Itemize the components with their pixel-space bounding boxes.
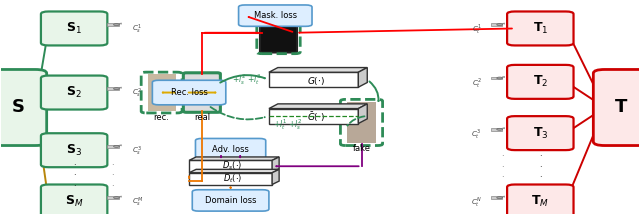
Polygon shape [502,76,504,78]
FancyBboxPatch shape [239,5,312,26]
FancyBboxPatch shape [507,11,573,45]
Circle shape [113,88,120,90]
Circle shape [113,145,120,147]
Text: ·
·
·: · · · [539,152,541,182]
FancyBboxPatch shape [0,69,47,146]
Text: $C_t^N$: $C_t^N$ [470,196,481,209]
Text: fake: fake [353,144,371,153]
Text: $\bar{G}(\cdot)$: $\bar{G}(\cdot)$ [307,110,325,124]
Bar [108,196,119,199]
FancyBboxPatch shape [41,184,108,215]
Polygon shape [189,169,279,173]
Circle shape [497,197,502,199]
Text: $+l_t^1$ $+l_s^2$: $+l_t^1$ $+l_s^2$ [273,117,303,132]
Circle shape [497,128,502,130]
Polygon shape [189,173,272,184]
Text: $+l_s^2$ $+l_t^3$: $+l_s^2$ $+l_t^3$ [232,72,261,87]
Circle shape [113,197,120,199]
Text: $C_t^2$: $C_t^2$ [472,76,481,90]
Polygon shape [358,104,367,124]
Text: ·
·
·: · · · [500,152,503,182]
Polygon shape [119,87,122,88]
Bar [490,196,502,199]
Bar [490,77,502,79]
Text: $C_s^3$: $C_s^3$ [132,145,141,158]
Text: $C_s^M$: $C_s^M$ [132,196,143,209]
Polygon shape [502,23,504,24]
Text: real: real [194,113,210,122]
Polygon shape [189,157,279,160]
Circle shape [113,24,120,26]
Polygon shape [189,160,272,172]
Bar [148,74,175,111]
Bar [347,102,376,143]
Text: S$_3$: S$_3$ [66,143,82,158]
Text: S$_2$: S$_2$ [67,85,82,100]
Text: Adv. loss: Adv. loss [212,145,249,154]
Text: $C_t^1$: $C_t^1$ [472,23,481,36]
Text: $C_s^2$: $C_s^2$ [132,87,141,100]
Text: ·
·
·: · · · [111,161,114,191]
Text: ·
·
·: · · · [73,161,76,191]
FancyBboxPatch shape [593,69,640,146]
Text: T$_M$: T$_M$ [531,194,549,209]
Text: S$_1$: S$_1$ [66,21,82,36]
Text: T$_2$: T$_2$ [532,74,548,89]
Polygon shape [119,196,122,197]
Circle shape [497,77,502,79]
FancyBboxPatch shape [507,65,573,99]
Text: Rec. loss: Rec. loss [171,88,207,97]
Polygon shape [358,68,367,87]
Polygon shape [272,157,279,172]
Bar [108,87,119,90]
Polygon shape [272,169,279,184]
Text: T$_1$: T$_1$ [532,21,548,36]
Polygon shape [269,109,358,124]
Text: T$_3$: T$_3$ [532,126,548,141]
Polygon shape [119,145,122,146]
Bar [490,23,502,26]
FancyBboxPatch shape [183,73,220,112]
Bar [490,128,502,131]
FancyBboxPatch shape [152,80,226,105]
Polygon shape [269,68,367,72]
FancyBboxPatch shape [507,184,573,215]
FancyBboxPatch shape [41,11,108,45]
Circle shape [497,24,502,26]
Text: S: S [12,98,25,117]
FancyBboxPatch shape [195,138,266,160]
Polygon shape [269,72,358,87]
Polygon shape [269,104,367,109]
Polygon shape [502,196,504,197]
Text: $G(\cdot)$: $G(\cdot)$ [307,75,325,87]
Polygon shape [502,128,504,129]
Bar [188,74,216,111]
FancyBboxPatch shape [41,133,108,167]
Bar [108,23,119,26]
Text: $C_s^1$: $C_s^1$ [132,23,141,36]
Text: rec.: rec. [154,113,170,122]
Text: $C_t^3$: $C_t^3$ [472,127,481,141]
Bar [108,145,119,148]
Text: Domain loss: Domain loss [205,196,257,205]
Polygon shape [119,23,122,24]
FancyBboxPatch shape [507,116,573,150]
FancyBboxPatch shape [260,13,297,52]
Text: Mask. loss: Mask. loss [253,11,297,20]
Text: S$_M$: S$_M$ [65,194,83,209]
FancyBboxPatch shape [41,75,108,109]
Text: T: T [615,98,628,117]
Text: $D_s(\cdot)$: $D_s(\cdot)$ [222,160,243,172]
Text: $D_t(\cdot)$: $D_t(\cdot)$ [223,172,243,185]
FancyBboxPatch shape [192,190,269,211]
